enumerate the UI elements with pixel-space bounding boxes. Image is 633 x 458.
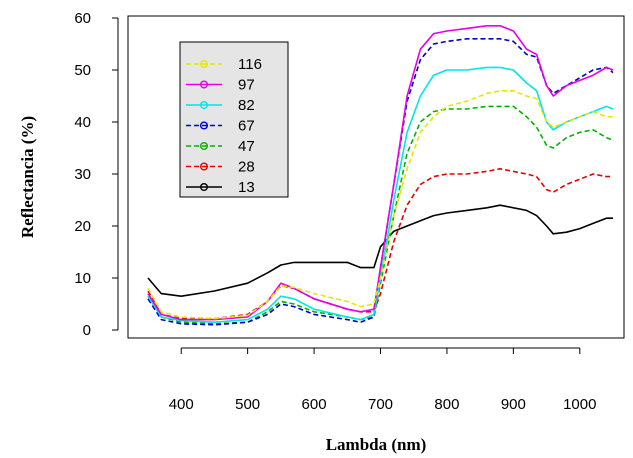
series-line-67: [147, 37, 614, 326]
x-tick-label: 500: [235, 396, 260, 413]
legend-swatch-marker: [199, 141, 208, 150]
legend-swatch-marker: [199, 60, 208, 69]
y-tick-label: 60: [74, 10, 91, 27]
x-axis-title: Lambda (nm): [326, 435, 427, 454]
y-tick-label: 50: [74, 62, 91, 79]
legend: 116 97 82 67 47 28 13: [179, 41, 289, 198]
plot-area-frame: [127, 15, 625, 339]
y-tick-label: 10: [74, 270, 91, 287]
y-tick-label: 30: [74, 166, 91, 183]
x-tick-label: 900: [501, 396, 526, 413]
legend-swatch-marker: [199, 80, 208, 89]
series-group: [147, 24, 614, 326]
legend-label: 82: [238, 97, 255, 114]
legend-label: 116: [238, 56, 262, 73]
legend-box: [179, 41, 289, 198]
y-axis: 0 10 20 30 40 50 60: [74, 10, 119, 339]
legend-label: 28: [238, 159, 255, 176]
legend-swatch-marker: [199, 121, 208, 130]
legend-swatch-marker: [199, 162, 208, 171]
x-tick-label: 800: [434, 396, 459, 413]
series-line-47: [147, 105, 614, 325]
y-tick-label: 40: [74, 114, 91, 131]
y-axis-title: Reflectancia (%): [18, 116, 37, 238]
legend-swatch-marker: [199, 182, 208, 191]
x-tick-label: 600: [302, 396, 327, 413]
legend-swatch-marker: [199, 100, 208, 109]
series-line-82: [147, 66, 614, 324]
x-tick-label: 400: [169, 396, 194, 413]
x-tick-label: 700: [368, 396, 393, 413]
legend-label: 97: [238, 77, 255, 94]
legend-label: 67: [238, 118, 255, 135]
series-line-116: [147, 90, 613, 320]
x-tick-label: 1000: [563, 396, 596, 413]
legend-label: 47: [238, 138, 255, 155]
legend-label: 13: [238, 179, 255, 196]
x-axis: 400 500 600 700 800 900 1000: [169, 347, 596, 413]
y-tick-label: 20: [74, 218, 91, 235]
y-tick-label: 0: [83, 322, 91, 339]
series-line-13: [147, 204, 613, 298]
